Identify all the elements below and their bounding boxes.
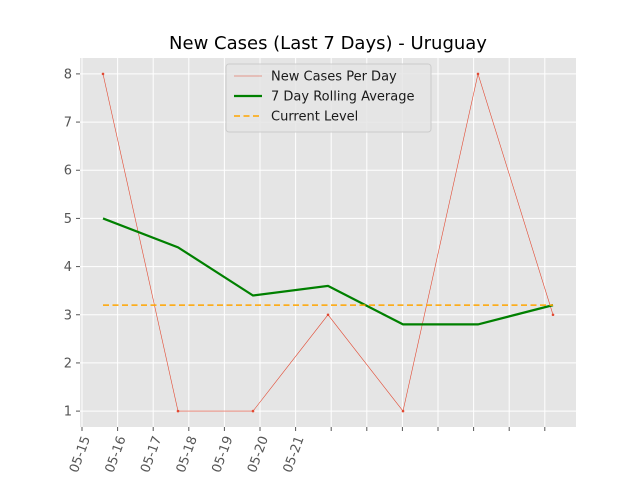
y-tick-label: 2	[64, 356, 72, 371]
legend-label: New Cases Per Day	[271, 70, 397, 85]
y-tick-label: 6	[64, 164, 72, 179]
y-tick-label: 8	[64, 67, 72, 82]
chart-title: New Cases (Last 7 Days) - Uruguay	[169, 33, 487, 54]
new-cases-point	[251, 409, 255, 413]
legend: New Cases Per Day 7 Day Rolling Average Cu…	[225, 63, 432, 133]
y-tick-label: 5	[64, 212, 72, 227]
legend-box	[225, 63, 432, 133]
y-tick-label: 4	[64, 260, 72, 275]
y-tick-label: 1	[64, 405, 72, 420]
y-axis: 1 2 3 4 5 6 7 8	[64, 67, 80, 420]
new-cases-point	[176, 409, 180, 413]
y-tick-label: 7	[64, 116, 72, 131]
new-cases-point	[101, 72, 105, 76]
y-tick-label: 3	[64, 308, 72, 323]
series-layer	[101, 72, 555, 413]
new-cases-point	[401, 409, 405, 413]
rolling-average-line	[102, 217, 554, 326]
new-cases-point	[326, 313, 330, 317]
legend-label: Current Level	[271, 110, 358, 125]
new-cases-point	[476, 72, 480, 76]
legend-label: 7 Day Rolling Average	[271, 90, 414, 105]
new-cases-point	[551, 313, 555, 317]
